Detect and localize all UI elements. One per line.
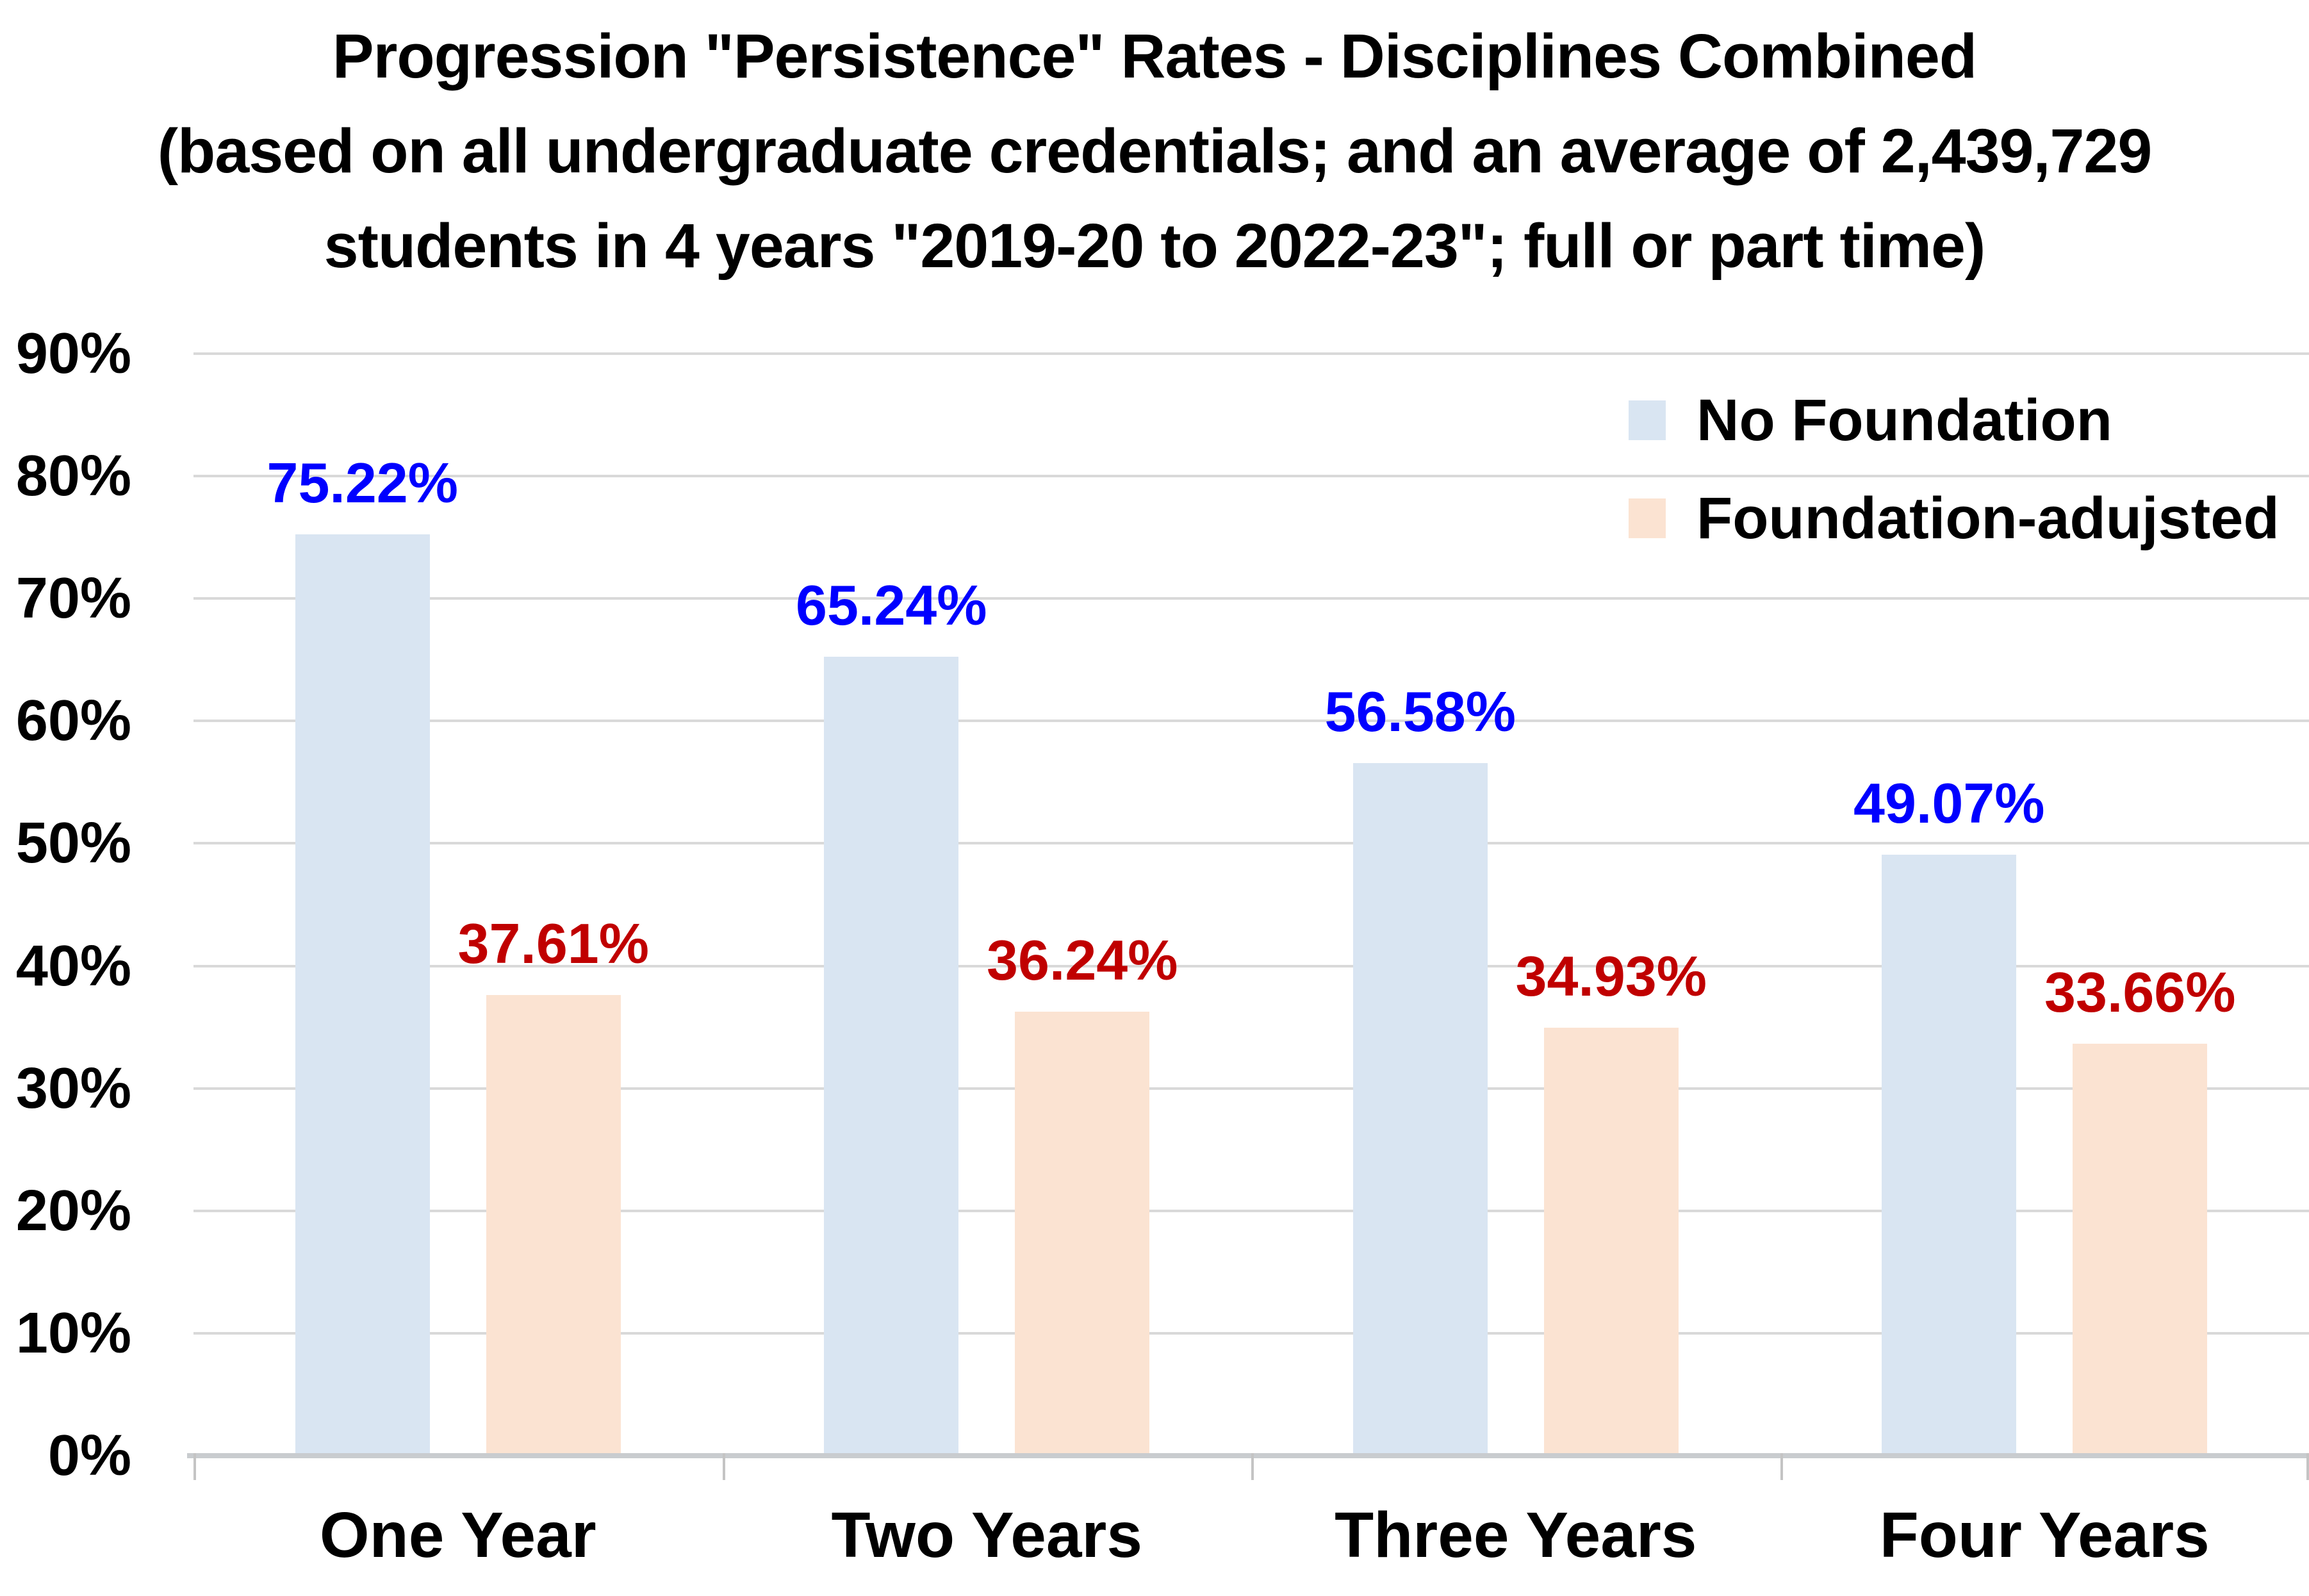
category-label-four-years: Four Years	[1879, 1499, 2210, 1571]
bar-no-foundation-three-years	[1352, 762, 1488, 1453]
chart-title: Progression "Persistence" Rates - Discip…	[0, 9, 2309, 293]
bar-value-label-no-foundation-three-years: 56.58%	[1324, 679, 1516, 743]
chart-title-line-3: students in 4 years "2019-20 to 2022-23"…	[324, 211, 1986, 281]
bar-no-foundation-one-year	[295, 534, 430, 1453]
y-axis-label-30: 30%	[15, 1056, 131, 1121]
gridline-70	[193, 597, 2309, 600]
bar-value-label-no-foundation-one-year: 75.22%	[267, 451, 458, 515]
y-axis-label-10: 10%	[15, 1301, 131, 1365]
bar-no-foundation-two-years	[824, 657, 959, 1453]
y-axis-label-60: 60%	[15, 689, 131, 753]
legend-label-foundation-adjusted: Foundation-adujsted	[1697, 486, 2280, 551]
bar-value-label-foundation-adujsted-two-years: 36.24%	[987, 928, 1178, 992]
chart-title-line-1: Progression "Persistence" Rates - Discip…	[332, 21, 1977, 91]
bar-value-label-no-foundation-two-years: 65.24%	[796, 573, 987, 638]
bar-foundation-adujsted-four-years	[2073, 1043, 2208, 1453]
y-axis-label-90: 90%	[15, 322, 131, 386]
gridline-90	[193, 352, 2309, 355]
y-axis-label-50: 50%	[15, 811, 131, 876]
category-label-three-years: Three Years	[1335, 1499, 1697, 1571]
y-axis-label-0: 0%	[47, 1424, 131, 1488]
gridline-60	[193, 720, 2309, 723]
x-axis-tick-4	[2306, 1453, 2309, 1480]
x-axis-tick-1	[722, 1453, 725, 1480]
gridline-30	[193, 1087, 2309, 1090]
y-axis-label-80: 80%	[15, 444, 131, 509]
bar-value-label-no-foundation-four-years: 49.07%	[1853, 771, 2045, 835]
category-label-two-years: Two Years	[831, 1499, 1142, 1571]
y-axis-label-20: 20%	[15, 1178, 131, 1243]
bar-foundation-adujsted-one-year	[486, 995, 621, 1453]
y-axis-label-70: 70%	[15, 566, 131, 631]
category-label-one-year: One Year	[319, 1499, 596, 1571]
legend-swatch-no-foundation	[1629, 400, 1666, 440]
bar-value-label-foundation-adujsted-three-years: 34.93%	[1515, 944, 1707, 1008]
gridline-20	[193, 1209, 2309, 1212]
legend-swatch-foundation-adjusted	[1629, 498, 1666, 538]
x-axis-tick-2	[1251, 1453, 1254, 1480]
legend-label-no-foundation: No Foundation	[1697, 388, 2112, 453]
x-axis-tick-3	[1780, 1453, 1783, 1480]
chart-title-line-2: (based on all undergraduate credentials;…	[157, 116, 2153, 186]
y-axis-label-40: 40%	[15, 934, 131, 998]
x-axis-tick-0	[193, 1453, 196, 1480]
bar-no-foundation-four-years	[1882, 855, 2017, 1453]
legend-item-no-foundation: No Foundation	[1629, 388, 2112, 452]
gridline-40	[193, 964, 2309, 967]
bar-value-label-foundation-adujsted-one-year: 37.61%	[457, 912, 649, 976]
legend-item-foundation-adjusted: Foundation-adujsted	[1629, 486, 2280, 550]
gridline-10	[193, 1331, 2309, 1335]
bar-foundation-adujsted-two-years	[1015, 1012, 1150, 1453]
bar-value-label-foundation-adujsted-four-years: 33.66%	[2044, 960, 2236, 1024]
x-axis-line	[187, 1453, 2309, 1458]
bar-foundation-adujsted-three-years	[1543, 1028, 1679, 1453]
gridline-50	[193, 842, 2309, 845]
gridline-80	[193, 475, 2309, 478]
